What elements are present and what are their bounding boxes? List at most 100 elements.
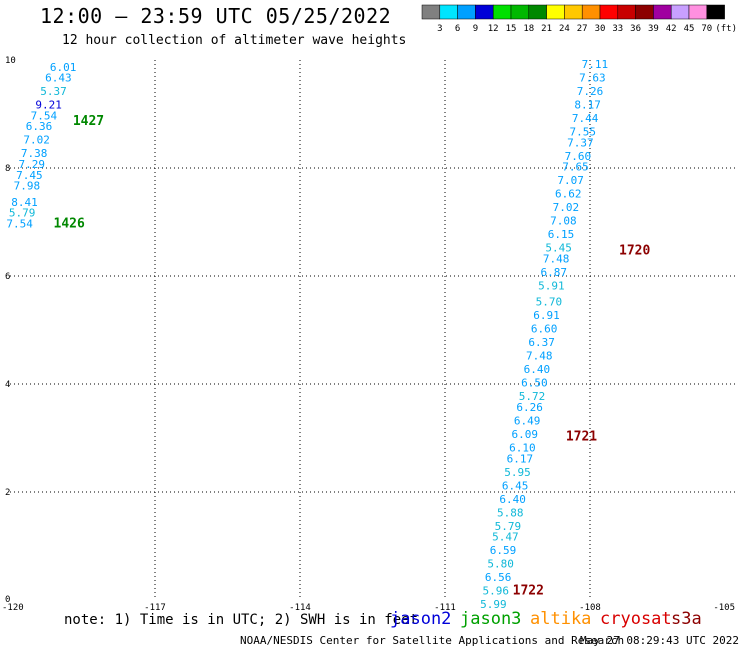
data-point-label: 6.10 [509,442,536,455]
y-tick-label: 10 [5,56,16,66]
data-point-label: 7.55 [570,126,597,139]
colorbar-swatch [439,4,458,20]
pass-time-label: 1427 [73,114,104,129]
pass-time-label: 1722 [513,584,544,599]
colorbar-swatch [599,4,619,20]
pass-time-label: 1720 [619,243,650,258]
data-point-label: 5.79 [495,520,522,533]
colorbar-swatch [670,4,690,20]
legend-jason3: jason3 [460,609,522,629]
colorbar-swatch [546,4,565,20]
data-point-label: 7.29 [19,158,46,171]
colorbar-swatch [510,4,530,20]
data-point-label: 6.01 [50,61,77,74]
data-point-label: 6.87 [541,266,568,279]
legend-cryosat: cryosat [600,609,672,629]
y-tick-label: 0 [5,595,10,605]
data-point-label: 5.95 [504,466,531,479]
colorbar-swatch [421,4,441,20]
colorbar-swatch [653,4,672,20]
footer-credit: NOAA/NESDIS Center for Satellite Applica… [240,634,625,647]
data-point-label: 7.45 [16,169,43,182]
data-point-label: 6.91 [533,309,560,322]
colorbar-label: 21 [541,24,552,34]
data-point-label: 5.80 [487,558,514,571]
x-tick-label: -114 [289,603,311,610]
colorbar-label: 15 [506,24,517,34]
x-tick-label: -111 [434,603,456,610]
data-point-label: 5.99 [480,598,507,610]
colorbar-swatch [635,4,654,20]
x-tick-label: -108 [579,603,601,610]
data-point-label: 7.02 [23,134,50,147]
data-point-label: 6.40 [524,363,551,376]
y-tick-label: 2 [5,488,10,498]
x-tick-label: -120 [2,603,24,610]
data-point-label: 6.56 [485,571,512,584]
colorbar-swatch [475,4,494,20]
y-tick-label: 8 [5,164,10,174]
data-point-label: 6.59 [490,544,517,557]
data-point-label: 7.38 [21,147,48,160]
legend-s3a: s3a [671,609,702,629]
colorbar-label: 70 [701,24,712,34]
pass-time-label: 1426 [54,216,85,231]
legend-altika: altika [530,609,592,629]
data-point-label: 6.45 [502,479,529,492]
colorbar-label: 27 [577,24,588,34]
y-tick-label: 6 [5,272,10,282]
colorbar-label: 12 [488,24,499,34]
data-point-label: 7.54 [6,217,33,230]
data-point-label: 6.26 [516,401,543,414]
data-point-label: 7.48 [526,350,553,363]
x-tick-label: -117 [144,603,166,610]
data-point-label: 7.48 [543,253,570,266]
data-point-label: 7.54 [31,109,58,122]
colorbar-swatch [706,4,725,20]
data-point-label: 6.50 [521,377,548,390]
data-point-label: 5.88 [497,506,524,519]
data-point-label: 7.02 [553,201,580,214]
data-point-label: 6.49 [514,415,541,428]
footer-timestamp: May 27 08:29:43 UTC 2022 [580,634,739,647]
data-point-label: 7.63 [579,72,606,85]
colorbar-swatch [581,4,601,20]
colorbar-label: 24 [559,24,570,34]
legend-jason2: jason2 [390,609,452,629]
data-point-label: 7.08 [550,215,577,228]
data-point-label: 5.79 [9,207,36,220]
colorbar-label: 3 [437,24,442,34]
data-point-label: 6.43 [45,72,72,85]
chart-title: 12:00 – 23:59 UTC 05/25/2022 [40,4,392,28]
data-point-label: 9.21 [35,99,62,112]
data-point-label: 5.72 [519,390,546,403]
data-point-label: 5.70 [536,296,563,309]
colorbar-swatch [688,4,708,20]
data-point-label: 7.65 [562,161,589,174]
colorbar-label: 45 [684,24,695,34]
data-point-label: 6.40 [499,493,526,506]
data-point-label: 5.96 [483,585,510,598]
note-text: note: 1) Time is in UTC; 2) SWH is in fe… [64,612,419,628]
data-point-label: 5.37 [40,85,67,98]
data-point-label: 6.36 [26,120,53,133]
colorbar-swatch [564,4,583,20]
colorbar-label: 39 [648,24,659,34]
colorbar-label: 42 [666,24,677,34]
data-point-label: 6.09 [512,428,539,441]
x-tick-label: -105 [713,603,735,610]
colorbar-unit: (ft) [715,24,737,34]
colorbar-label: 6 [455,24,460,34]
colorbar-swatch [492,4,512,20]
data-point-label: 7.26 [577,85,604,98]
colorbar-label: 36 [630,24,641,34]
pass-time-label: 1721 [566,430,597,445]
data-point-label: 5.91 [538,280,565,293]
data-point-label: 8.17 [574,99,601,112]
data-point-label: 7.07 [557,174,584,187]
data-point-label: 7.37 [567,136,594,149]
colorbar-label: 33 [612,24,623,34]
chart-subtitle: 12 hour collection of altimeter wave hei… [62,33,407,48]
data-point-label: 5.47 [492,531,519,544]
